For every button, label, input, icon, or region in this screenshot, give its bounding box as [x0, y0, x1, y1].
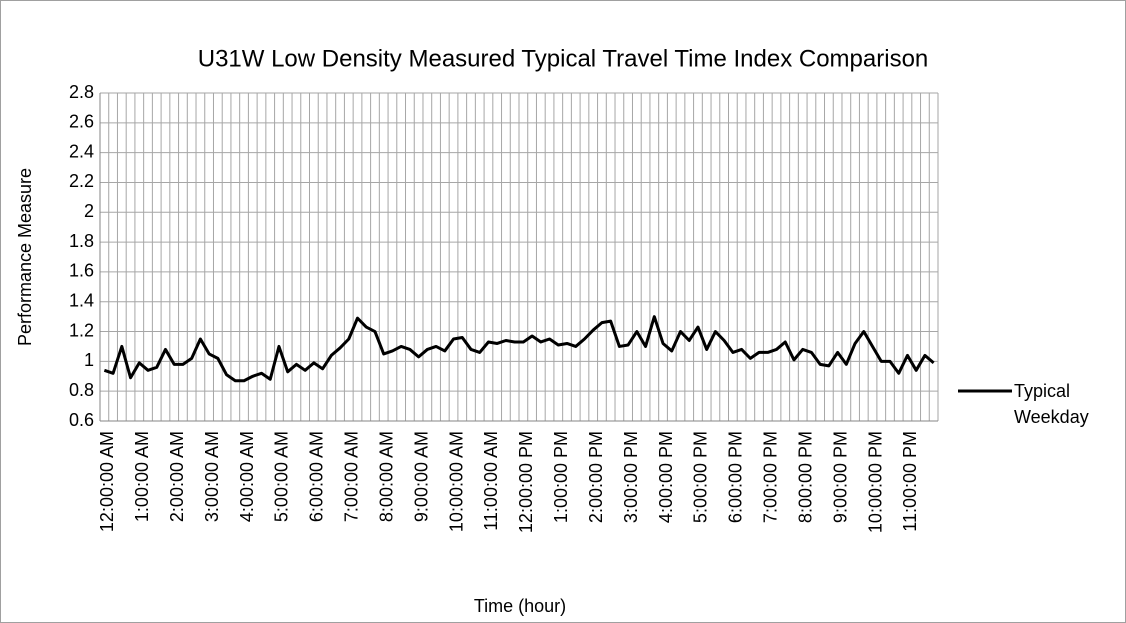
x-tick-label: 6:00:00 AM [307, 431, 327, 522]
x-tick-label: 11:00:00 AM [481, 431, 501, 531]
x-tick-label: 7:00:00 PM [761, 431, 781, 523]
x-tick-label: 8:00:00 AM [376, 431, 396, 522]
y-tick-label: 2.4 [69, 141, 94, 161]
x-tick-label: 2:00:00 PM [586, 431, 606, 523]
x-tick-label: 1:00:00 PM [551, 431, 571, 523]
x-tick-label: 6:00:00 PM [726, 431, 746, 523]
x-tick-label: 3:00:00 PM [621, 431, 641, 523]
x-tick-label: 12:00:00 PM [516, 431, 536, 533]
x-tick-label: 3:00:00 AM [202, 431, 222, 522]
y-tick-label: 1.8 [69, 231, 94, 251]
x-tick-label: 1:00:00 AM [132, 431, 152, 522]
x-tick-label: 10:00:00 AM [446, 431, 466, 532]
data-line [103, 315, 935, 383]
y-tick-label: 1.6 [69, 261, 94, 281]
x-tick-label: 8:00:00 PM [795, 431, 815, 523]
y-tick-label: 2.2 [69, 171, 94, 191]
y-tick-label: 2 [84, 201, 94, 221]
x-tick-label: 5:00:00 AM [272, 431, 292, 522]
y-tick-label: 1.4 [69, 290, 94, 310]
y-tick-label: 1 [84, 350, 94, 370]
legend-label: Typical Weekday [1014, 381, 1089, 427]
x-tick-label: 12:00:00 AM [97, 431, 117, 532]
x-tick-label: 4:00:00 PM [656, 431, 676, 523]
y-tick-label: 2.6 [69, 112, 94, 132]
y-tick-label: 2.8 [69, 82, 94, 102]
x-tick-label: 5:00:00 PM [691, 431, 711, 523]
x-tick-label: 9:00:00 AM [411, 431, 431, 522]
x-axis-label: Time (hour) [474, 596, 566, 616]
x-tick-label: 10:00:00 PM [865, 431, 885, 533]
x-tick-label: 11:00:00 PM [900, 431, 920, 532]
x-tick-label: 7:00:00 AM [342, 431, 362, 522]
y-tick-label: 1.2 [69, 320, 94, 340]
y-axis-label: Performance Measure [15, 168, 35, 346]
chart-title: U31W Low Density Measured Typical Travel… [198, 45, 929, 72]
x-tick-label: 9:00:00 PM [830, 431, 850, 523]
x-tick-label: 4:00:00 AM [237, 431, 257, 522]
x-tick-label: 2:00:00 AM [167, 431, 187, 522]
y-tick-label: 0.6 [69, 410, 94, 430]
y-tick-label: 0.8 [69, 380, 94, 400]
